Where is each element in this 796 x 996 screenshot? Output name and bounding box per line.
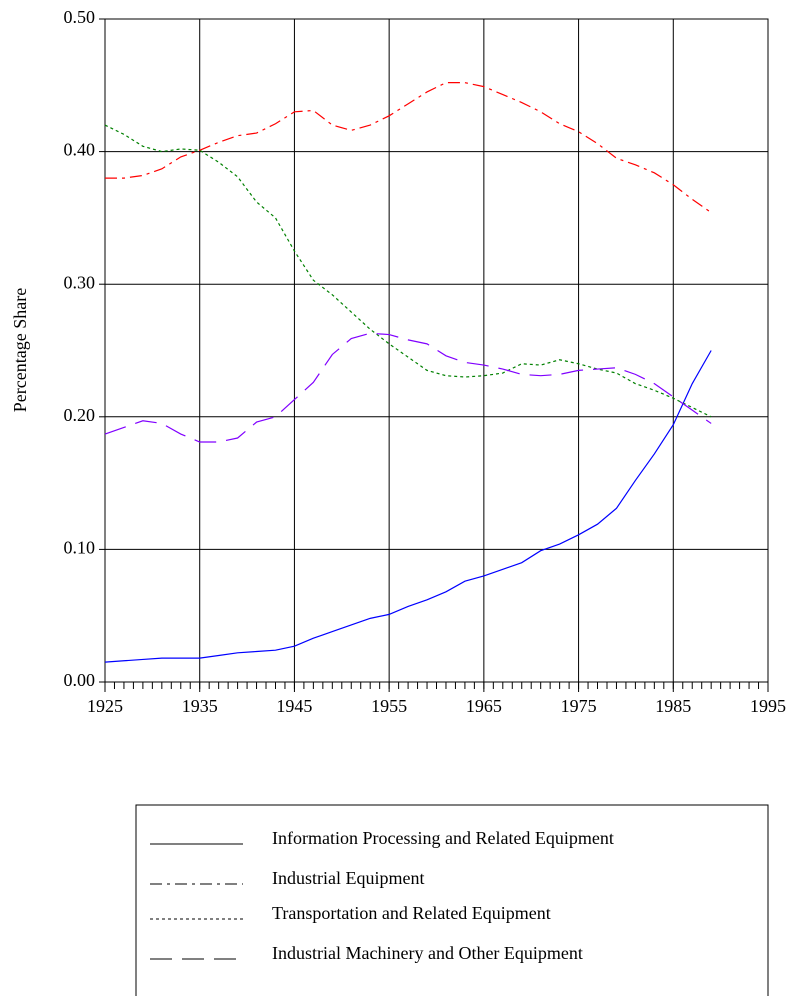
y-tick-label: 0.20 <box>64 405 96 425</box>
legend-box <box>135 804 769 996</box>
x-tick-label: 1935 <box>182 696 218 716</box>
y-tick-label: 0.30 <box>64 272 96 292</box>
legend-label: Industrial Machinery and Other Equipment <box>272 943 583 963</box>
x-tick-label: 1925 <box>87 696 123 716</box>
plot-frame <box>104 18 769 683</box>
legend-label: Transportation and Related Equipment <box>272 903 551 923</box>
y-axis-label: Percentage Share <box>10 288 30 412</box>
y-tick-label: 0.10 <box>64 538 96 558</box>
x-tick-label: 1955 <box>371 696 407 716</box>
x-tick-label: 1985 <box>655 696 691 716</box>
series-line <box>104 350 712 663</box>
series-line <box>104 332 712 443</box>
x-tick-label: 1945 <box>276 696 312 716</box>
series-line <box>105 82 712 214</box>
legend-label: Information Processing and Related Equip… <box>272 828 614 848</box>
y-tick-label: 0.40 <box>64 140 96 160</box>
x-tick-label: 1975 <box>561 696 597 716</box>
x-tick-label: 1995 <box>750 696 786 716</box>
y-tick-label: 0.00 <box>64 670 96 690</box>
series-line <box>104 124 712 418</box>
x-tick-label: 1965 <box>466 696 502 716</box>
legend-label: Industrial Equipment <box>272 868 424 888</box>
y-tick-label: 0.50 <box>64 7 96 27</box>
